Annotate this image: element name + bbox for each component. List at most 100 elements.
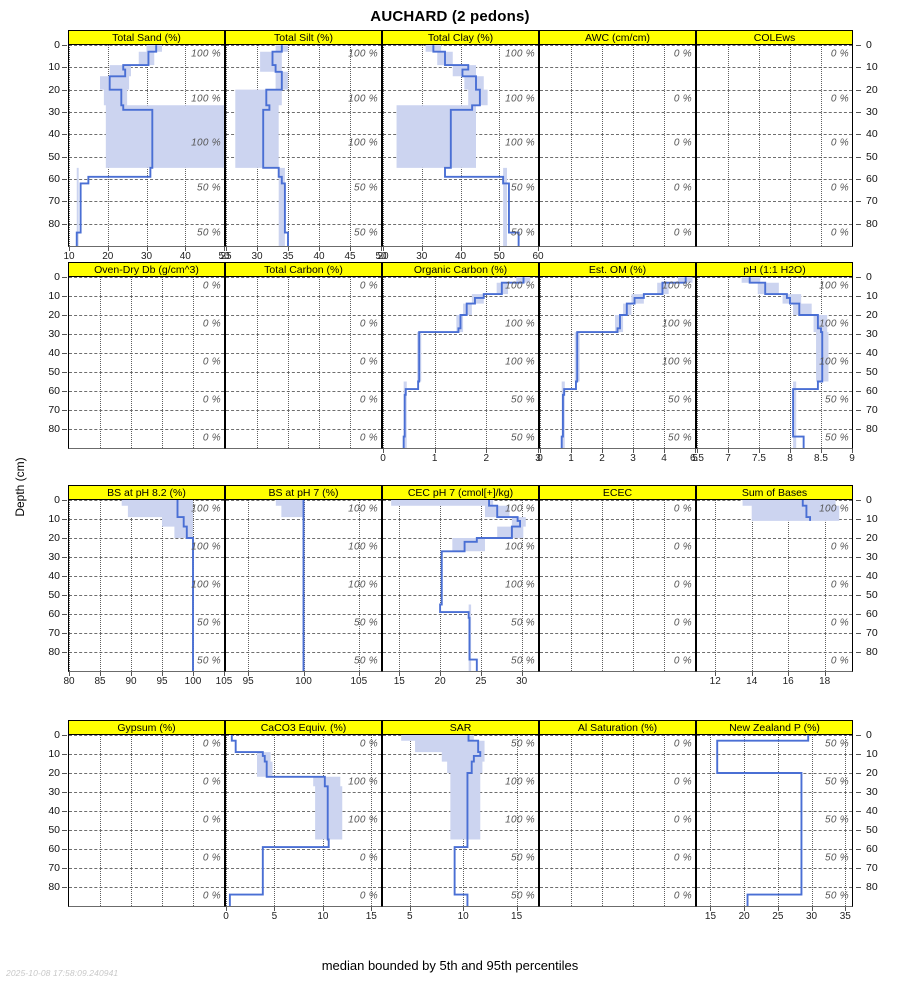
x-tick-mark <box>571 449 572 453</box>
panel-title: Organic Carbon (%) <box>382 262 539 277</box>
depth-tick-mark <box>62 773 67 774</box>
contributing-pct-label: 0 % <box>202 356 221 368</box>
x-tick-mark <box>759 449 760 453</box>
gridline-horizontal <box>226 754 381 755</box>
depth-tick-label: 50 <box>866 366 878 378</box>
gridline-horizontal <box>697 179 852 180</box>
depth-tick-mark <box>856 334 861 335</box>
panel-plot-area: 0 % 0 % 0 % 0 % 0 % <box>68 735 225 907</box>
panel-plot-area: 100 % 100 % 100 % 50 % 50 % <box>68 45 225 247</box>
depth-tick-label: 70 <box>866 627 878 639</box>
gridline-horizontal <box>383 334 538 335</box>
gridline-horizontal <box>69 849 224 850</box>
gridline-horizontal <box>540 557 695 558</box>
contributing-pct-label: 0 % <box>359 738 378 750</box>
contributing-pct-label: 100 % <box>348 541 378 553</box>
x-tick-label: 25 <box>475 676 487 687</box>
panel-plot-area: 0 % 0 % 0 % 0 % 0 % <box>539 500 696 672</box>
gridline-horizontal <box>697 372 852 373</box>
x-tick-mark <box>274 907 276 911</box>
x-tick-label: 100 <box>184 676 202 687</box>
contributing-pct-label: 100 % <box>191 541 221 553</box>
panel-oven-dry-db-g-cm-3: Oven-Dry Db (g/cm^3) 0 % 0 % 0 % 0 % 0 % <box>68 262 225 449</box>
contributing-pct-label: 100 % <box>505 318 535 330</box>
contributing-pct-label: 0 % <box>202 852 221 864</box>
percentile-band <box>742 500 840 521</box>
panel-title: AWC (cm/cm) <box>539 30 696 45</box>
contributing-pct-label: 0 % <box>202 432 221 444</box>
contributing-pct-label: 100 % <box>191 48 221 60</box>
x-tick-mark <box>540 449 541 453</box>
depth-tick-label: 20 <box>866 767 878 779</box>
contributing-pct-label: 50 % <box>825 776 849 788</box>
depth-tick-label: 60 <box>48 843 60 855</box>
x-tick-mark <box>751 672 753 676</box>
gridline-horizontal <box>540 849 695 850</box>
depth-tick-mark <box>856 811 861 812</box>
contributing-pct-label: 100 % <box>505 48 535 60</box>
depth-tick-mark <box>62 500 67 501</box>
gridline-horizontal <box>697 614 852 615</box>
gridline-horizontal <box>69 353 224 354</box>
gridline-vertical <box>486 277 488 448</box>
x-tick-mark <box>383 449 384 453</box>
depth-tick-label: 0 <box>866 494 872 506</box>
depth-tick-mark <box>856 557 861 558</box>
gridline-horizontal <box>697 391 852 392</box>
gridline-horizontal <box>383 614 538 615</box>
depth-tick-label: 40 <box>866 347 878 359</box>
depth-tick-label: 50 <box>48 824 60 836</box>
profile-series <box>401 735 485 906</box>
depth-tick-mark <box>62 735 67 736</box>
x-tick-label: 15 <box>365 911 377 922</box>
gridline-vertical <box>131 500 132 671</box>
gridline-vertical <box>100 277 101 448</box>
depth-tick-mark <box>62 410 67 411</box>
gridline-vertical <box>434 277 436 448</box>
x-tick-label: 0 <box>380 453 386 464</box>
profile-series <box>697 45 852 246</box>
depth-tick-mark <box>856 112 861 113</box>
depth-tick-label: 50 <box>48 366 60 378</box>
gridline-vertical <box>664 735 665 906</box>
contributing-pct-label: 100 % <box>819 280 849 292</box>
gridline-horizontal <box>226 353 381 354</box>
contributing-pct-label: 50 % <box>825 738 849 750</box>
gridline-horizontal <box>69 773 224 774</box>
contributing-pct-label: 100 % <box>191 93 221 105</box>
gridline-horizontal <box>69 557 224 558</box>
depth-tick-label: 80 <box>48 423 60 435</box>
depth-tick-mark <box>856 614 861 615</box>
contributing-pct-label: 100 % <box>662 318 692 330</box>
depth-tick-label: 10 <box>48 513 60 525</box>
gridline-vertical <box>371 735 373 906</box>
percentile-band <box>741 277 829 448</box>
contributing-pct-label: 0 % <box>830 137 849 149</box>
depth-tick-label: 80 <box>48 881 60 893</box>
x-tick-label: 3 <box>630 453 636 464</box>
x-tick-label: 0 <box>223 911 229 922</box>
contributing-pct-label: 50 % <box>668 394 692 406</box>
depth-tick-label: 30 <box>48 551 60 563</box>
panel-est-om: Est. OM (%) 100 % 100 % 100 % 50 % 50 % <box>539 262 696 449</box>
gridline-horizontal <box>69 334 224 335</box>
x-tick-mark <box>383 247 384 251</box>
gridline-vertical <box>824 500 826 671</box>
panel-plot-area: 100 % 100 % 100 % 50 % 50 % <box>696 277 853 449</box>
depth-tick-label: 60 <box>866 843 878 855</box>
gridline-vertical <box>715 500 717 671</box>
contributing-pct-label: 50 % <box>511 394 535 406</box>
x-tick-label: 30 <box>140 251 153 262</box>
x-tick-label: 90 <box>125 676 137 687</box>
percentile-band <box>396 45 507 246</box>
x-tick-label: 15 <box>511 911 523 922</box>
gridline-vertical <box>728 277 729 448</box>
gridline-horizontal <box>697 652 852 653</box>
depth-tick-label: 50 <box>48 589 60 601</box>
gridline-horizontal <box>697 868 852 869</box>
gridline-horizontal <box>697 67 852 69</box>
gridline-vertical <box>319 45 320 246</box>
panel-total-silt: Total Silt (%) 100 % 100 % 100 % 50 % 50 % <box>225 30 382 247</box>
gridline-horizontal <box>383 391 538 392</box>
gridline-horizontal <box>540 334 695 335</box>
